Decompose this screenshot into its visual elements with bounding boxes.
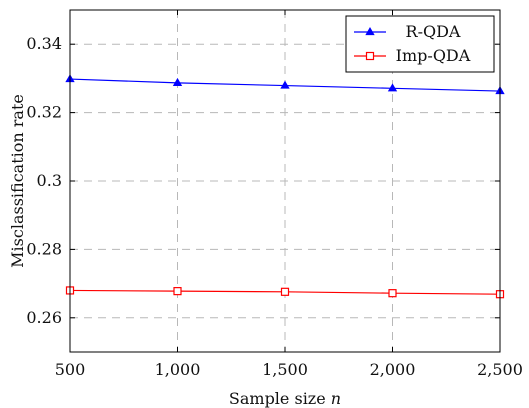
x-axis-label-variable: n (331, 389, 341, 408)
legend-marker-shape (365, 51, 375, 61)
legend: R-QDA Imp-QDA (345, 15, 495, 73)
legend-label-imp-qda: Imp-QDA (396, 46, 471, 65)
legend-label-r-qda: R-QDA (406, 22, 461, 41)
x-tick-label: 2,000 (370, 360, 416, 379)
data-point-imp-qda (280, 287, 290, 296)
data-point-r-qda (387, 83, 398, 92)
legend-box (345, 15, 495, 73)
y-tick-label: 0.3 (37, 171, 62, 190)
data-point-imp-qda (173, 287, 182, 296)
x-tick-label: 2,500 (477, 360, 523, 379)
data-point-r-qda (172, 77, 183, 86)
y-tick-label: 0.34 (26, 34, 62, 53)
series-layer (65, 74, 505, 299)
data-point-r-qda (280, 80, 290, 89)
data-point-imp-qda (388, 289, 397, 298)
y-tick-label: 0.32 (26, 103, 62, 122)
series-r-qda (65, 74, 505, 95)
x-tick-label: 1,000 (155, 360, 201, 379)
x-tick-label: 500 (55, 360, 86, 379)
x-tick-label: 1,500 (262, 360, 308, 379)
y-axis-label: Misclassification rate (8, 94, 27, 268)
y-tick-label: 0.28 (26, 239, 62, 258)
x-axis-label: Sample size n (229, 389, 341, 408)
legend-marker-shape (365, 26, 375, 36)
x-axis-label-prefix: Sample size (229, 389, 331, 408)
legend-marker-imp-qda (365, 51, 375, 61)
legend-marker-r-qda (365, 26, 375, 36)
ticks: 0.26 0.28 0.3 0.32 0.34 500 1,000 1,500 2,000 2,5… (26, 10, 523, 379)
y-tick-label: 0.26 (26, 308, 62, 327)
